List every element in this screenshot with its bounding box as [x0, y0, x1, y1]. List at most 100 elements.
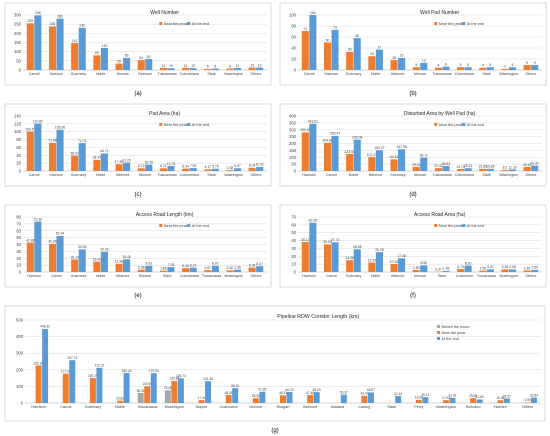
bar-g-1-9 — [280, 395, 286, 403]
data-label: 8.24 — [249, 164, 256, 168]
legend-label: At the end — [442, 337, 459, 341]
bar-a-0-3 — [93, 55, 101, 70]
data-label: 10.16 — [390, 260, 399, 264]
y-tick-label: 80 — [16, 137, 21, 142]
data-label: 40.96 — [48, 240, 57, 244]
bar-f-0-8 — [479, 270, 487, 272]
y-tick-label: 0 — [19, 68, 22, 73]
bar-f-0-9 — [501, 269, 509, 272]
data-label: 8.20 — [465, 261, 472, 265]
bar-g-1-12 — [361, 395, 368, 403]
bar-f-0-10 — [523, 270, 531, 272]
category-label: Tuscarawas — [158, 72, 177, 76]
bar-f-1-1 — [331, 242, 339, 272]
category-label: Carroll — [326, 274, 337, 278]
legend-swatch — [187, 123, 191, 126]
bar-b-1-7 — [464, 67, 472, 70]
y-tick-label: 400 — [289, 114, 297, 119]
bar-e-1-1 — [56, 235, 64, 272]
bar-e-0-5 — [137, 269, 145, 272]
data-label: 15.09 — [93, 257, 102, 261]
data-label: 63.57 — [367, 388, 375, 392]
data-label: 3.28 — [502, 265, 509, 269]
category-label: Harrison — [302, 173, 316, 177]
data-label: 179.90 — [149, 369, 159, 373]
chart-title: Disturbed Area by Well Pad (ha) — [404, 111, 476, 117]
data-label: 4 — [437, 64, 439, 68]
legend-swatch — [159, 123, 163, 126]
y-tick-label: 100 — [289, 13, 297, 18]
bar-e-1-3 — [100, 251, 108, 272]
category-label: Ashland — [330, 405, 344, 409]
category-label: Columbiana — [455, 72, 474, 76]
data-label: 35.93 — [442, 162, 451, 166]
bar-g-1-8 — [252, 398, 259, 403]
data-label: 37.73 — [331, 238, 340, 242]
data-label: 105.06 — [55, 126, 65, 130]
data-label: 21.83 — [476, 395, 484, 399]
bar-d-1-2 — [353, 139, 361, 171]
bar-d-1-5 — [420, 157, 428, 171]
data-label: 20.42 — [434, 164, 443, 168]
bar-f-1-2 — [353, 249, 361, 272]
y-tick-label: 300 — [14, 13, 22, 18]
category-label: Coshocton — [456, 274, 473, 278]
legend-swatch — [462, 224, 466, 227]
category-label: Others — [526, 173, 537, 177]
y-tick-label: 250 — [14, 22, 22, 27]
y-tick-label: 400 — [16, 334, 24, 339]
panel-frame — [4, 305, 546, 422]
data-label: 16.35 — [496, 396, 504, 400]
bar-a-0-10 — [248, 67, 256, 70]
data-label: 8.47 — [256, 262, 263, 266]
data-label: 6.97 — [234, 164, 241, 168]
data-label: 73.36 — [34, 217, 43, 221]
y-tick-label: 200 — [14, 31, 22, 36]
data-label: 4.17 — [204, 165, 211, 169]
data-label: 14.96 — [345, 256, 354, 260]
data-label: 52.44 — [56, 232, 65, 236]
data-label: 54 — [139, 56, 143, 60]
bar-c-0-3 — [93, 159, 101, 171]
bar-a-1-5 — [145, 59, 153, 70]
data-label: 50 — [326, 38, 330, 42]
legend-swatch — [462, 22, 466, 25]
data-label: 37 — [378, 45, 382, 49]
bar-g-1-5 — [171, 380, 178, 403]
bar-d-0-0 — [301, 132, 309, 171]
bar-a-1-9 — [233, 67, 242, 70]
bar-f-0-1 — [323, 244, 332, 272]
data-label: 43.43 — [360, 392, 368, 396]
data-label: 17.40 — [198, 396, 206, 400]
y-tick-label: 50 — [291, 162, 296, 167]
category-label: Guernsey — [85, 405, 102, 409]
category-label: Monroe — [117, 72, 129, 76]
bar-e-0-4 — [115, 263, 123, 272]
bar-d-0-6 — [434, 168, 442, 171]
bar-e-1-5 — [145, 265, 153, 272]
bar-f-0-0 — [301, 242, 309, 272]
category-label: Guernsey — [71, 173, 87, 177]
category-label: Columbiana — [180, 72, 199, 76]
bar-e-1-8 — [211, 265, 219, 272]
y-tick-label: 100 — [289, 155, 297, 160]
legend-label: At the end — [192, 224, 209, 228]
data-label: 20.11 — [464, 164, 472, 168]
bar-g-2-6 — [205, 381, 212, 403]
data-label: 8 — [229, 64, 231, 68]
chart-title: Pad Area (ha) — [149, 111, 180, 117]
data-label: 13 — [258, 63, 262, 67]
bar-e-0-2 — [71, 259, 79, 272]
bar-c-1-0 — [34, 123, 42, 171]
data-label: 1.36 — [443, 267, 450, 271]
y-tick-label: 140 — [14, 114, 22, 119]
bar-g-0-5 — [164, 390, 171, 403]
bar-g-1-10 — [307, 395, 314, 403]
category-label: Noble — [371, 72, 380, 76]
category-label: Noble — [96, 274, 105, 278]
data-label: 1.58 — [479, 267, 486, 271]
bar-c-1-8 — [211, 168, 219, 171]
y-tick-label: 100 — [14, 49, 22, 54]
y-tick-label: 10 — [16, 263, 21, 268]
